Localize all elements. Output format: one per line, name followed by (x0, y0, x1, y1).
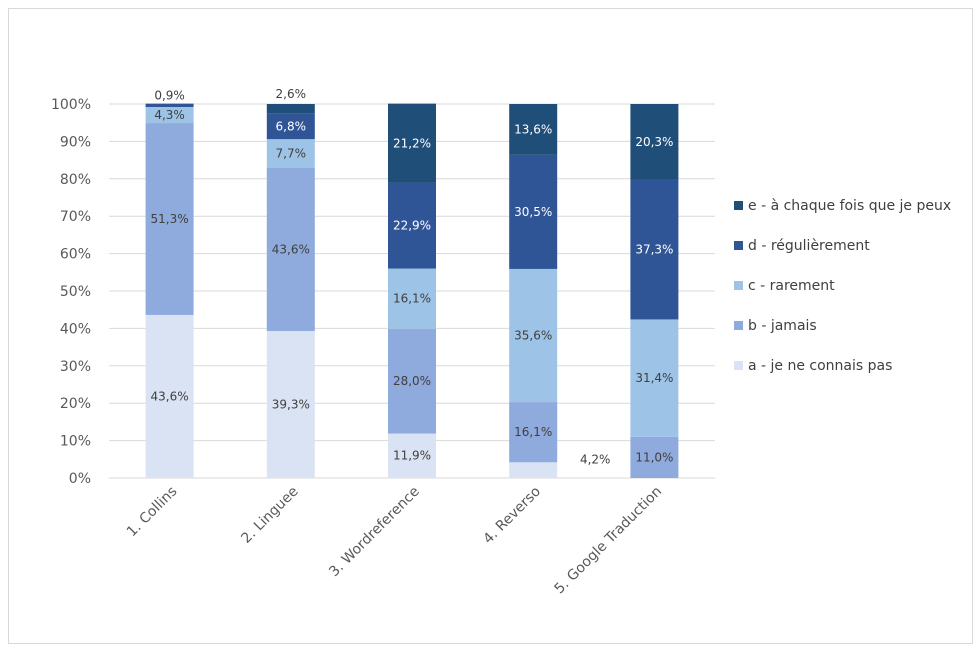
bar-segment (388, 182, 436, 269)
bar-segment (388, 328, 436, 434)
data-label: 0,9% (154, 89, 185, 103)
data-label: 43,6% (272, 242, 310, 256)
bar-segment (509, 154, 558, 269)
data-label: 31,4% (635, 371, 673, 385)
bar-segment (388, 433, 436, 478)
data-label: 35,6% (514, 329, 552, 343)
data-label: 11,9% (393, 449, 431, 463)
bar-segment (266, 331, 315, 478)
y-tick-label: 10% (60, 434, 91, 450)
category-label: 2. Linguee (238, 484, 301, 547)
legend-swatch (734, 281, 743, 290)
bar-segment (266, 104, 315, 114)
category-label: 5. Google Traduction (552, 484, 666, 598)
y-tick-label: 40% (60, 321, 91, 337)
bar-segment (509, 268, 558, 403)
bar-segment (145, 106, 194, 124)
data-label: 21,2% (393, 136, 431, 150)
y-tick-label: 50% (60, 284, 91, 300)
y-tick-label: 60% (60, 247, 91, 263)
bar-segment (145, 103, 194, 107)
bar-segment (509, 104, 558, 155)
legend-swatch (734, 201, 743, 210)
legend-label: d - régulièrement (748, 238, 870, 254)
data-label: 20,3% (635, 135, 673, 149)
bar-segment (145, 123, 194, 315)
bar-segment (630, 179, 679, 320)
data-label: 11,0% (635, 450, 673, 464)
data-label: 4,2% (580, 452, 611, 466)
data-label: 37,3% (635, 243, 673, 257)
bar-segment (145, 314, 194, 478)
bar-segment (509, 462, 558, 478)
legend-label: a - je ne connais pas (748, 358, 892, 374)
y-tick-label: 20% (60, 396, 91, 412)
y-tick-label: 80% (60, 172, 91, 188)
legend-swatch (734, 321, 743, 330)
bar-segment (266, 139, 315, 168)
data-label: 6,8% (276, 119, 307, 133)
bar-segment (630, 104, 679, 180)
category-label: 3. Wordreference (326, 484, 423, 581)
data-label: 39,3% (272, 398, 310, 412)
bar-segment (266, 113, 315, 140)
y-tick-label: 0% (69, 471, 91, 487)
y-tick-label: 90% (60, 134, 91, 150)
data-label: 28,0% (393, 374, 431, 388)
y-tick-label: 70% (60, 209, 91, 225)
bar-segment (630, 319, 679, 437)
bar-segment (509, 402, 558, 463)
stacked-bar-chart: 43,6% 51,3% 4,3% 0,9% 39,3% 43,6% 7,7% 6,8% 2,6%… (51, 87, 951, 598)
data-label: 16,1% (393, 292, 431, 306)
category-label: 4. Reverso (480, 484, 544, 548)
chart-frame: 43,6% 51,3% 4,3% 0,9% 39,3% 43,6% 7,7% 6,8% 2,6%… (8, 8, 973, 644)
data-label: 22,9% (393, 219, 431, 233)
data-label: 4,3% (154, 108, 185, 122)
category-label: 1. Collins (124, 484, 181, 541)
legend-label: e - à chaque fois que je peux (748, 198, 951, 214)
data-label: 43,6% (151, 389, 189, 403)
data-label: 51,3% (151, 212, 189, 226)
data-label: 13,6% (514, 122, 552, 136)
y-tick-label: 100% (51, 97, 91, 113)
legend-swatch (734, 241, 743, 250)
bar-segment (630, 436, 679, 478)
legend-label: c - rarement (748, 278, 835, 294)
data-label: 7,7% (276, 147, 307, 161)
bar-segment (388, 103, 436, 183)
bar-segment (266, 167, 315, 332)
bar-segment (388, 268, 436, 329)
legend-swatch (734, 361, 743, 370)
y-tick-label: 30% (60, 359, 91, 375)
data-label: 30,5% (514, 205, 552, 219)
data-label: 2,6% (276, 87, 307, 101)
data-label: 16,1% (514, 425, 552, 439)
legend-label: b - jamais (748, 318, 817, 334)
